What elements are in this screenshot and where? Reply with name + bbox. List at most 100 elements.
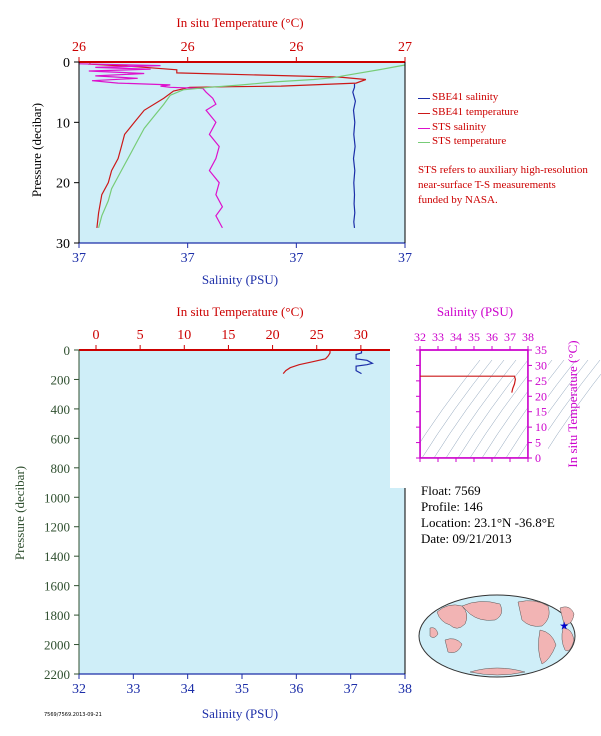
legend-swatch <box>418 128 430 129</box>
map-land-africa <box>561 627 575 652</box>
bottom-pressure-tick-label: 1400 <box>44 549 70 564</box>
ts-contour-line <box>433 359 505 459</box>
map-land-north-america <box>517 600 550 627</box>
ts-temp-tick-label: 10 <box>535 420 547 434</box>
ts-temp-tick-label: 5 <box>535 436 541 450</box>
ts-sal-tick-label: 37 <box>504 330 516 344</box>
world-map: ★ <box>418 594 576 678</box>
ts-contour-line <box>517 359 589 459</box>
bottom-temp-tick-label: 25 <box>310 328 324 343</box>
bottom-pressure-tick-label: 1800 <box>44 608 70 623</box>
ts-temp-tick-label: 20 <box>535 389 547 403</box>
bottom-plot-area <box>79 350 405 674</box>
float-id: Float: 7569 <box>421 483 481 498</box>
date: Date: 09/21/2013 <box>421 531 512 546</box>
ts-sal-tick-label: 36 <box>486 330 498 344</box>
ts-contour-line <box>445 359 517 459</box>
ts-mask-bottom <box>420 458 528 478</box>
top-series-group <box>78 62 406 229</box>
bottom-sal-tick-label: 38 <box>398 682 412 697</box>
legend-label: STS salinity <box>432 121 487 133</box>
legend-swatch <box>418 113 430 114</box>
location: Location: 23.1°N -36.8°E <box>421 515 555 530</box>
bottom-series-sbe41-salinity <box>355 350 375 375</box>
bottom-sal-tick-label: 34 <box>181 682 195 697</box>
ts-sal-tick-label: 32 <box>414 330 426 344</box>
map-land-europe <box>559 606 575 625</box>
bottom-temp-tick-label: 5 <box>137 328 144 343</box>
float-location-star-icon: ★ <box>559 621 569 633</box>
ts-plot-area <box>419 349 529 459</box>
map-land-indian <box>429 627 439 638</box>
top-temp-axis-label: In situ Temperature (°C) <box>176 15 303 30</box>
top-sal-tick-label: 37 <box>398 251 412 266</box>
legend-label: STS temperature <box>432 135 507 147</box>
map-land-asia <box>436 604 468 629</box>
ts-temp-tick-label: 35 <box>535 343 547 357</box>
bottom-temp-tick-label: 30 <box>354 328 368 343</box>
map-land-australia <box>444 638 463 653</box>
bottom-temp-tick-label: 20 <box>266 328 280 343</box>
bottom-pressure-tick-label: 1600 <box>44 579 70 594</box>
top-series-sts-salinity <box>78 63 224 229</box>
top-series-sbe41-salinity <box>352 83 357 228</box>
ts-sal-tick-label: 34 <box>450 330 462 344</box>
top-pressure-axis-label: Pressure (decibar) <box>29 103 44 197</box>
map-land-antarctica <box>469 667 526 676</box>
bottom-pressure-tick-label: 800 <box>51 461 71 476</box>
top-pressure-tick-label: 10 <box>56 116 70 131</box>
bottom-profile-chart: 0510152025303532333435363738020040060080… <box>12 304 412 721</box>
bottom-pressure-axis-label: Pressure (decibar) <box>12 466 27 560</box>
bottom-sal-tick-label: 36 <box>289 682 303 697</box>
legend-swatch <box>418 98 430 99</box>
bottom-pressure-tick-label: 2000 <box>44 638 70 653</box>
ts-temp-tick-label: 25 <box>535 374 547 388</box>
ts-sal-tick-label: 33 <box>432 330 444 344</box>
top-sal-axis-label: Salinity (PSU) <box>202 272 278 287</box>
top-sal-tick-label: 37 <box>181 251 195 266</box>
ts-mask-left <box>390 320 420 488</box>
bottom-temp-tick-label: 0 <box>93 328 100 343</box>
bottom-series-group <box>282 350 375 375</box>
footer-caption: 7569/7569.2013-09-21 <box>44 712 102 718</box>
top-series-sts-temperature <box>98 64 406 229</box>
legend-label: SBE41 temperature <box>432 106 519 118</box>
bottom-pressure-tick-label: 2200 <box>44 667 70 682</box>
bottom-sal-axis-label: Salinity (PSU) <box>202 706 278 721</box>
bottom-temp-axis-label: In situ Temperature (°C) <box>176 304 303 319</box>
top-sal-tick-label: 37 <box>289 251 303 266</box>
top-series-sbe41-temperature <box>87 62 367 228</box>
bottom-sal-tick-label: 35 <box>235 682 249 697</box>
top-temp-tick-label: 26 <box>72 40 86 55</box>
bottom-pressure-tick-label: 1200 <box>44 520 70 535</box>
ts-temp-tick-label: 30 <box>535 358 547 372</box>
ts-contour-line <box>457 359 529 459</box>
bottom-sal-tick-label: 32 <box>72 682 86 697</box>
bottom-pressure-tick-label: 400 <box>51 402 71 417</box>
ts-density-contours <box>390 320 601 488</box>
bottom-ticks-group: 0510152025303532333435363738020040060080… <box>44 328 412 697</box>
ts-contour-line <box>421 359 493 459</box>
legend-swatch <box>418 142 430 143</box>
top-sal-tick-label: 37 <box>72 251 86 266</box>
top-ticks-group: 26 26 26 27 37 37 37 37 0 10 20 30 <box>56 40 412 266</box>
ts-series-group <box>420 375 517 393</box>
ts-mask-right <box>528 345 548 463</box>
ts-sal-axis-label: Salinity (PSU) <box>437 304 513 319</box>
bottom-pressure-tick-label: 0 <box>64 343 71 358</box>
ts-temp-tick-label: 15 <box>535 405 547 419</box>
bottom-pressure-tick-label: 600 <box>51 431 71 446</box>
ts-temp-tick-label: 0 <box>535 451 541 465</box>
legend-label: SBE41 salinity <box>432 91 499 103</box>
ts-temp-axis-label: In situ Temperature (°C) <box>565 340 580 467</box>
top-pressure-tick-label: 30 <box>56 237 70 252</box>
map-land-asia-east <box>461 601 502 621</box>
bottom-temp-tick-label: 10 <box>177 328 191 343</box>
top-profile-chart: 26 26 26 27 37 37 37 37 0 10 20 30 In situ Temperat… <box>29 15 412 287</box>
bottom-series-sbe41-temperature <box>282 350 331 374</box>
bottom-sal-tick-label: 33 <box>126 682 140 697</box>
top-temp-tick-label: 26 <box>289 40 303 55</box>
